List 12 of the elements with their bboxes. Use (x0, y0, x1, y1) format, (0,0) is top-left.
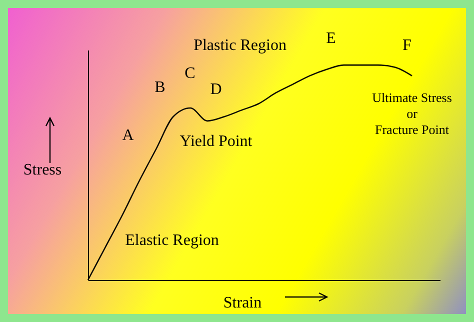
annotation: D (210, 81, 222, 98)
annotation: B (154, 79, 166, 96)
text: E (326, 30, 336, 47)
annotation: C (184, 65, 196, 82)
x-axis-title: Strain (223, 294, 262, 312)
annotation: Ultimate Stress or Fracture Point (372, 90, 452, 137)
y-axis-title: Stress (23, 162, 62, 178)
annotation: A (122, 127, 134, 144)
text: F (402, 37, 412, 54)
annotation: Elastic Region (125, 232, 219, 249)
annotation: Yield Point (180, 133, 253, 150)
text: Plastic Region (194, 37, 286, 54)
